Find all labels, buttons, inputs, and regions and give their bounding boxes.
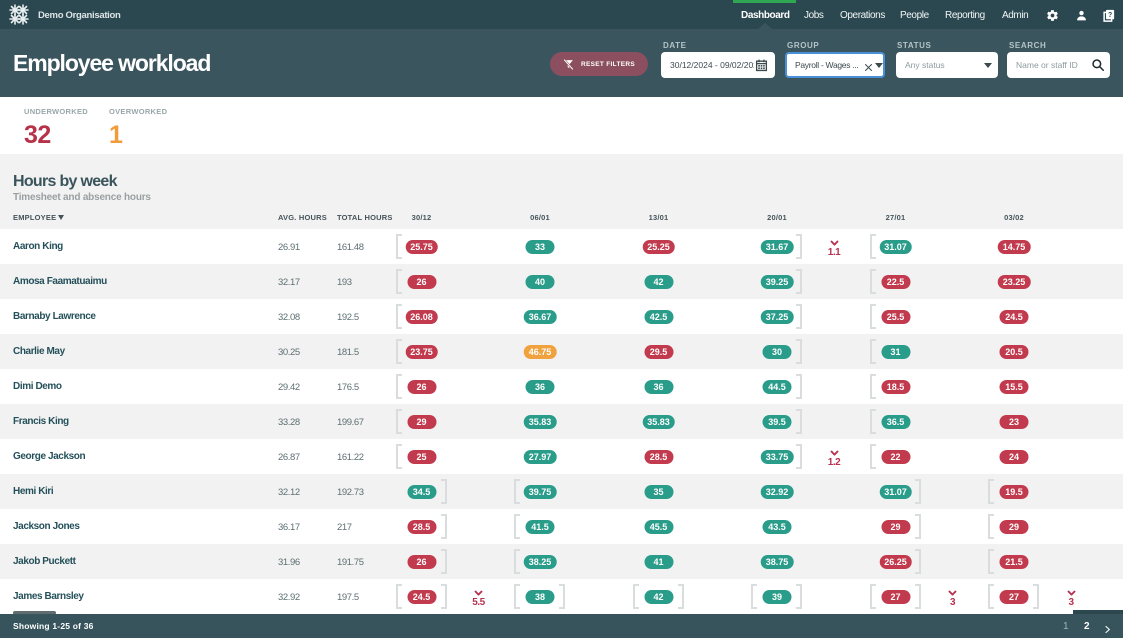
svg-text:?: ? <box>1108 12 1112 19</box>
